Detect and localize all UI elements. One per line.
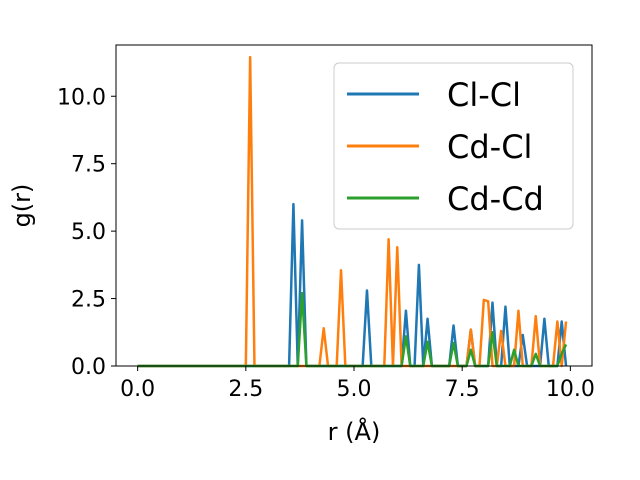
legend-label: Cd-Cl bbox=[447, 128, 532, 166]
legend-box bbox=[333, 62, 574, 230]
legend: Cl-Cl Cd-Cl Cd-Cd bbox=[333, 62, 574, 230]
y-axis-label: g(r) bbox=[8, 184, 36, 228]
series-line-cl-cl bbox=[137, 202, 568, 368]
x-axis: 0.0 2.5 5.0 7.5 10.0 bbox=[120, 366, 595, 402]
legend-label: Cd-Cd bbox=[447, 180, 544, 218]
x-tick-label: 5.0 bbox=[337, 377, 372, 402]
x-tick-label: 10.0 bbox=[546, 377, 595, 402]
x-axis-label: r (Å) bbox=[328, 417, 381, 446]
y-tick-label: 7.5 bbox=[71, 153, 106, 178]
x-tick-label: 7.5 bbox=[445, 377, 480, 402]
y-tick-label: 0.0 bbox=[71, 355, 106, 380]
y-axis: 0.0 2.5 5.0 7.5 10.0 bbox=[57, 85, 116, 380]
y-tick-label: 2.5 bbox=[71, 288, 106, 313]
y-tick-label: 10.0 bbox=[57, 85, 106, 110]
x-tick-label: 2.5 bbox=[228, 377, 263, 402]
series-line-cd-cd bbox=[137, 291, 568, 368]
legend-label: Cl-Cl bbox=[447, 76, 521, 114]
x-tick-label: 0.0 bbox=[120, 377, 155, 402]
y-tick-label: 5.0 bbox=[71, 220, 106, 245]
